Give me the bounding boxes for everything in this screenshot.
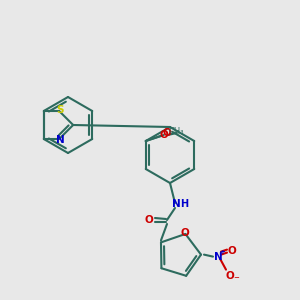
Text: N: N: [172, 199, 180, 209]
Text: CH₃: CH₃: [168, 127, 184, 136]
Text: H: H: [180, 199, 188, 209]
Text: O: O: [180, 228, 189, 238]
Text: O: O: [159, 130, 168, 140]
Text: O: O: [226, 271, 234, 281]
Text: O: O: [228, 246, 236, 256]
Text: +: +: [219, 249, 225, 255]
Text: N: N: [56, 135, 64, 145]
Text: O: O: [162, 128, 171, 138]
Text: ⁻: ⁻: [233, 276, 239, 286]
Text: S: S: [56, 105, 64, 115]
Text: O: O: [145, 215, 153, 225]
Text: N: N: [214, 252, 222, 262]
